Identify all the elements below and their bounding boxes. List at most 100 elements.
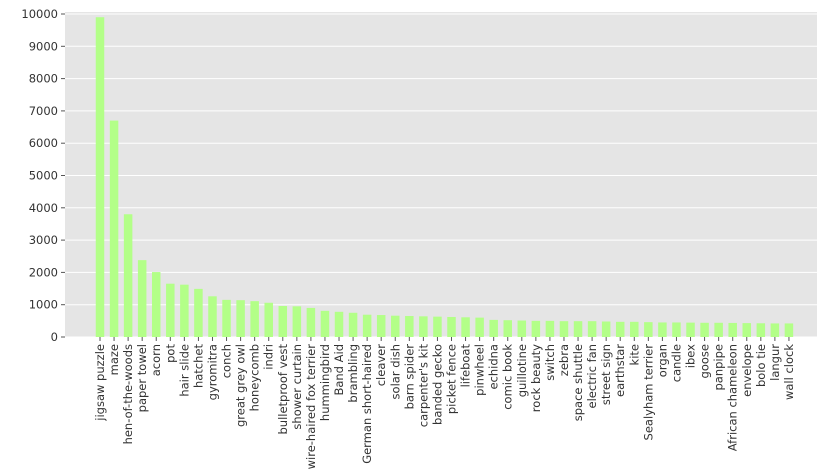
bars [95,17,794,337]
bar [405,316,414,337]
bar [615,321,625,337]
x-tick-label: barn spider [402,344,416,410]
x-tick-label: brambling [346,344,360,403]
x-tick-label: conch [220,344,234,378]
bar [137,260,147,337]
x-tick-label: wall clock [782,344,796,400]
x-tick-label: goose [698,344,712,378]
x-tick-label: electric fan [585,344,599,408]
bar [700,322,709,337]
x-tick-label: hair slide [177,344,191,397]
x-tick-label: zebra [557,344,571,376]
bar [391,315,400,337]
x-tick-label: banded gecko [430,344,444,425]
x-tick-label: honeycomb [248,344,262,411]
bar [95,17,105,337]
x-tick-label: pinwheel [473,344,487,396]
x-tick-label: hen-of-the-woods [121,344,135,444]
bar [545,320,555,337]
x-tick-label: ibex [684,344,698,368]
bar [320,310,330,337]
x-tick-label: hummingbird [318,344,332,421]
bar [601,321,611,337]
bar [517,320,527,337]
x-tick-label: echidna [487,344,501,390]
bar [419,316,428,337]
x-tick-label: solar dish [388,344,402,399]
x-tick-label: earthstar [613,344,627,397]
bar [109,120,119,337]
bar [644,322,653,337]
y-tick-label: 9000 [29,39,58,53]
bar [573,321,583,337]
bar [306,307,316,337]
bar [208,296,217,337]
bar [672,322,681,337]
bar [531,320,541,337]
x-tick-label: bulletproof vest [276,344,290,435]
x-tick-label: candle [669,344,683,382]
bar [250,301,259,337]
bar [756,323,766,337]
bar [447,316,456,337]
bar [503,320,512,337]
y-tick-label: 8000 [29,72,58,86]
x-tick-label: street sign [599,344,613,405]
bar [559,321,569,337]
y-tick-label: 4000 [29,201,58,215]
y-tick-label: 6000 [29,136,58,150]
x-tick-label: jigsaw puzzle [93,344,107,422]
bar [587,321,597,337]
bar [362,314,372,337]
x-tick-label: rock beauty [529,344,543,412]
y-tick-label: 2000 [29,265,58,279]
bar [236,300,245,337]
x-tick-label: Band Aid [332,344,346,396]
x-tick-label: carpenter's kit [416,344,430,428]
x-tick-label: hatchet [191,344,205,389]
x-tick-label: indri [262,344,276,370]
plot-background [65,12,817,337]
x-tick-label: paper towel [135,344,149,412]
x-tick-label: switch [543,344,557,381]
x-tick-label: lifeboat [459,344,473,388]
x-tick-label: space shuttle [571,344,585,421]
bar [334,311,344,337]
x-tick-label: wire-haired fox terrier [304,344,318,470]
y-tick-label: 5000 [29,169,58,183]
bar [180,284,189,337]
bar [461,317,470,337]
bar [264,302,273,337]
bar [376,315,386,337]
bar [433,316,442,337]
grid-lines [65,13,817,338]
y-tick-label: 1000 [29,298,58,312]
y-tick-label: 3000 [29,233,58,247]
bar [728,322,737,337]
y-tick-label: 10000 [21,7,58,21]
bar [658,322,667,337]
x-tick-label: organ [655,344,669,377]
y-tick-label: 7000 [29,104,58,118]
x-tick-label: picket fence [445,344,459,414]
x-tick-label: gyromitra [205,344,219,400]
bar [770,323,780,337]
bar [151,272,161,337]
x-tick-label: great grey owl [234,344,248,427]
x-tick-label: bolo tie [754,344,768,387]
bar [194,288,203,337]
bar [123,214,133,337]
x-tick-label: acorn [149,344,163,376]
x-tick-label: comic book [501,344,515,410]
x-tick-label: envelope [740,344,754,397]
x-tick-label: cleaver [374,344,388,387]
bar [630,321,639,337]
y-axis-ticks: 0 1000 2000 3000 4000 5000 6000 7000 8000 9000 100… [21,7,65,344]
bar [686,322,695,337]
x-tick-label: German short-haired [360,344,374,464]
x-tick-label: shower curtain [290,344,304,430]
bar [166,283,175,337]
bar [489,319,498,337]
x-tick-label: maze [107,344,121,375]
